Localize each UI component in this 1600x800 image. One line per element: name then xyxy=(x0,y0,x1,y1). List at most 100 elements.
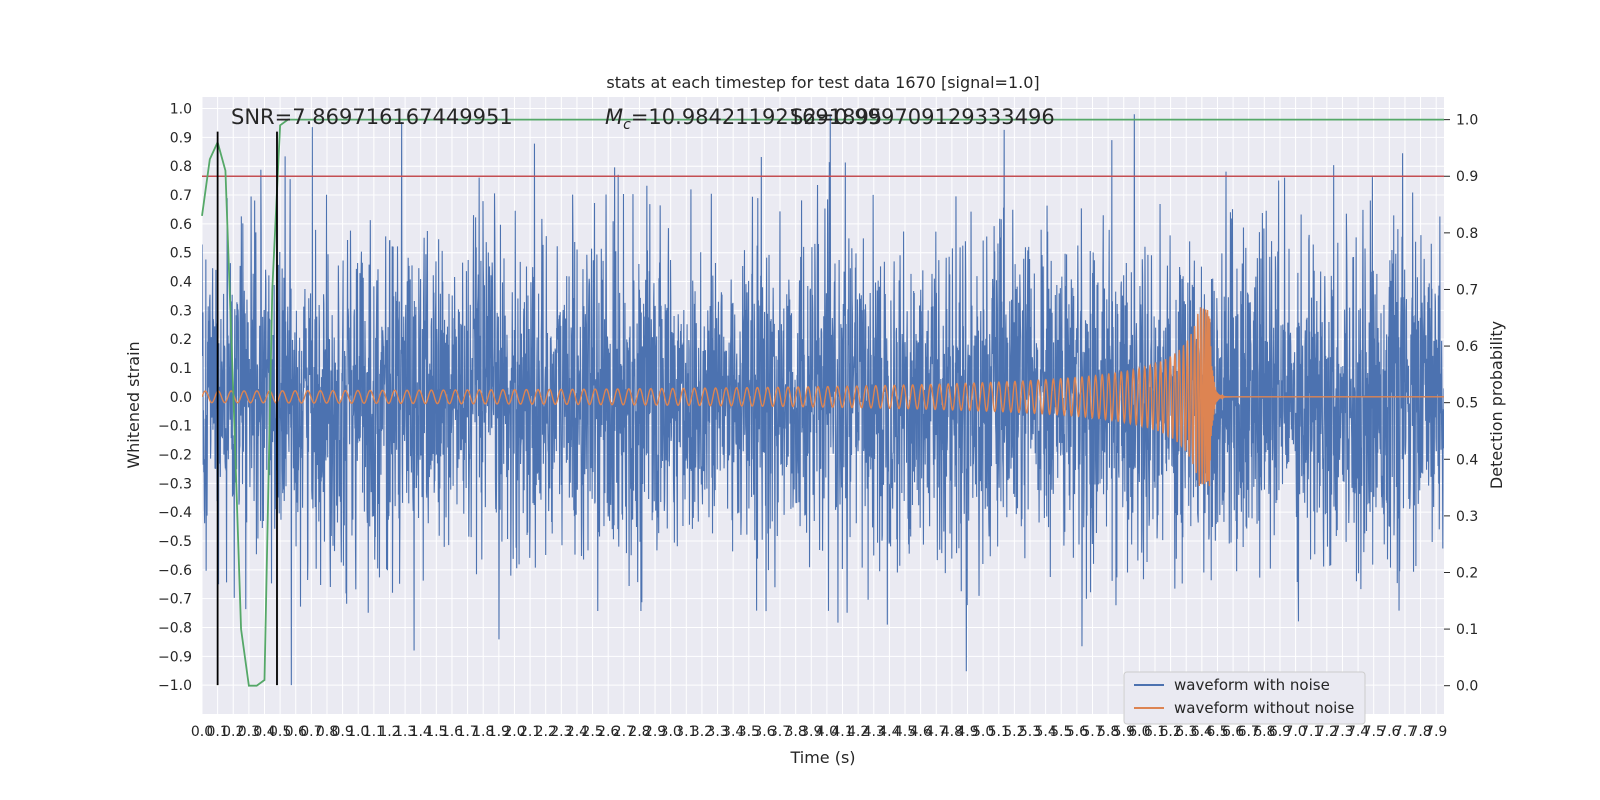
mc-symbol: M xyxy=(605,105,623,129)
legend: waveform with noise waveform without noi… xyxy=(1123,671,1366,725)
y-tick-label: 0.4 xyxy=(170,275,192,291)
x-tick-label: 3.1 xyxy=(675,724,697,740)
x-tick-label: 6.6 xyxy=(1222,724,1244,740)
x-tick-label: 4.1 xyxy=(831,724,853,740)
x-tick-label: 2.2 xyxy=(535,724,557,740)
y-tick-label: −0.1 xyxy=(158,419,192,435)
x-tick-label: 2.1 xyxy=(519,724,541,740)
x-tick-label: 3.6 xyxy=(753,724,775,740)
x-tick-label: 1.7 xyxy=(456,724,478,740)
x-tick-label: 4.9 xyxy=(956,724,978,740)
y-tick-label: −0.8 xyxy=(158,621,192,637)
y2-tick-label: 0.4 xyxy=(1456,452,1478,468)
x-tick-label: 5.8 xyxy=(1097,724,1119,740)
legend-box xyxy=(1123,671,1366,725)
noise-waveform-line xyxy=(202,114,1444,686)
y2-axis-label: Detection probability xyxy=(1487,321,1506,489)
x-tick-label: 4.2 xyxy=(847,724,869,740)
y-tick-labels: 1.0 0.9 0.8 0.7 0.6 0.5 0.4 0.3 0.2 0.1 0.0 −0.1 −0.… xyxy=(158,102,192,695)
x-tick-label: 6.8 xyxy=(1253,724,1275,740)
y2-tick-label: 1.0 xyxy=(1456,113,1478,129)
mc-annotation: Mc=10.984211921691895 xyxy=(605,105,882,133)
x-tick-label: 1.3 xyxy=(394,724,416,740)
x-tick-label: 2.9 xyxy=(644,724,666,740)
x-tick-label: 7.8 xyxy=(1409,724,1431,740)
x-tick-label: 3.7 xyxy=(769,724,791,740)
x-tick-label: 1.4 xyxy=(410,724,432,740)
x-tick-label: 7.2 xyxy=(1316,724,1338,740)
x-tick-label: 0.7 xyxy=(300,724,322,740)
y-tick-label: −0.4 xyxy=(158,505,192,521)
x-tick-label: 1.6 xyxy=(441,724,463,740)
snr-annotation: SNR=7.869716167449951 xyxy=(231,105,513,129)
y2-tick-label: 0.8 xyxy=(1456,226,1478,242)
x-tick-label: 0.6 xyxy=(285,724,307,740)
x-tick-label: 0.8 xyxy=(316,724,338,740)
x-tick-label: 0.5 xyxy=(269,724,291,740)
x-tick-label: 5.5 xyxy=(1050,724,1072,740)
y-tick-label: 0.1 xyxy=(170,361,192,377)
overlay-layer xyxy=(201,118,1444,687)
y-tick-label: 0.5 xyxy=(170,246,192,262)
y-tick-label: 0.6 xyxy=(170,217,192,233)
x-tick-label: 2.0 xyxy=(503,724,525,740)
y2-tick-label: 0.0 xyxy=(1456,679,1478,695)
x-tick-label: 4.5 xyxy=(894,724,916,740)
x-tick-label: 7.5 xyxy=(1363,724,1385,740)
x-tick-label: 7.1 xyxy=(1300,724,1322,740)
y-tick-label: 0.3 xyxy=(170,303,192,319)
y-tick-label: −0.2 xyxy=(158,448,192,464)
x-tick-label: 5.4 xyxy=(1034,724,1056,740)
x-tick-label: 7.9 xyxy=(1425,724,1447,740)
y2-tick-label: 0.5 xyxy=(1456,396,1478,412)
x-tick-label: 5.1 xyxy=(988,724,1010,740)
legend-label-noise: waveform with noise xyxy=(1174,676,1330,694)
x-tick-label: 5.6 xyxy=(1066,724,1088,740)
x-tick-label: 4.0 xyxy=(816,724,838,740)
x-tick-label: 7.0 xyxy=(1284,724,1306,740)
chart-title: stats at each timestep for test data 167… xyxy=(606,73,1039,92)
x-tick-label: 6.4 xyxy=(1191,724,1213,740)
x-tick-label: 2.3 xyxy=(550,724,572,740)
x-tick-label: 2.4 xyxy=(566,724,588,740)
x-tick-label: 3.9 xyxy=(800,724,822,740)
x-tick-label: 6.1 xyxy=(1144,724,1166,740)
y2-tick-labels: 1.0 0.9 0.8 0.7 0.6 0.5 0.4 0.3 0.2 0.1 0.0 xyxy=(1444,113,1478,695)
y-tick-label: −0.5 xyxy=(158,534,192,550)
x-tick-label: 4.3 xyxy=(863,724,885,740)
x-tick-label: 7.4 xyxy=(1347,724,1369,740)
x-tick-label: 5.0 xyxy=(972,724,994,740)
x-tick-label: 6.2 xyxy=(1159,724,1181,740)
s2-annotation: S2=0.999709129333496 xyxy=(790,105,1055,129)
x-tick-label: 7.6 xyxy=(1378,724,1400,740)
x-tick-label: 5.3 xyxy=(1019,724,1041,740)
y-tick-label: −0.3 xyxy=(158,476,192,492)
x-tick-label: 6.3 xyxy=(1175,724,1197,740)
x-tick-label: 7.3 xyxy=(1331,724,1353,740)
x-tick-label: 4.4 xyxy=(878,724,900,740)
x-tick-label: 1.5 xyxy=(425,724,447,740)
x-tick-label: 6.0 xyxy=(1128,724,1150,740)
x-tick-label: 1.0 xyxy=(347,724,369,740)
clean-waveform-line xyxy=(202,307,1444,487)
x-tick-label: 3.5 xyxy=(738,724,760,740)
y-tick-label: 0.8 xyxy=(170,159,192,175)
x-tick-labels: 0.00.10.20.30.40.50.60.70.80.91.01.11.21… xyxy=(191,724,1447,740)
x-tick-label: 1.1 xyxy=(363,724,385,740)
y2-tick-label: 0.6 xyxy=(1456,339,1478,355)
mc-value: =10.984211921691895 xyxy=(631,105,882,129)
x-tick-label: 3.4 xyxy=(722,724,744,740)
x-tick-label: 4.8 xyxy=(941,724,963,740)
x-tick-label: 4.6 xyxy=(910,724,932,740)
x-tick-label: 0.3 xyxy=(238,724,260,740)
x-tick-label: 0.9 xyxy=(331,724,353,740)
y2-tick-label: 0.9 xyxy=(1456,169,1478,185)
series-layer xyxy=(202,114,1444,686)
x-tick-label: 6.5 xyxy=(1206,724,1228,740)
x-tick-label: 3.2 xyxy=(691,724,713,740)
x-tick-label: 7.7 xyxy=(1394,724,1416,740)
x-tick-label: 5.9 xyxy=(1113,724,1135,740)
x-tick-label: 2.8 xyxy=(628,724,650,740)
x-tick-label: 2.7 xyxy=(613,724,635,740)
